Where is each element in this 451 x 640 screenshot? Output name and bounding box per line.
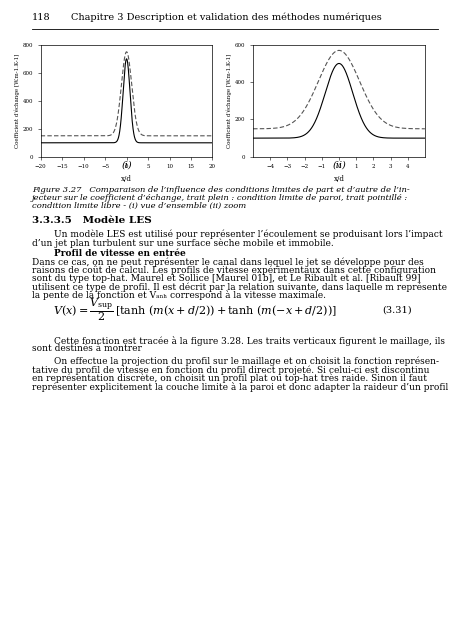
Text: d’un jet plan turbulent sur une surface sèche mobile et immobile.: d’un jet plan turbulent sur une surface … bbox=[32, 238, 333, 248]
Text: 3.3.3.5   Modèle LES: 3.3.3.5 Modèle LES bbox=[32, 216, 151, 225]
Text: Profil de vitesse en entrée: Profil de vitesse en entrée bbox=[54, 249, 185, 258]
Text: représenter explicitement la couche limite à la paroi et donc adapter la raideur: représenter explicitement la couche limi… bbox=[32, 382, 447, 392]
Y-axis label: Coefficient d'échange [W.m-1.K-1]: Coefficient d'échange [W.m-1.K-1] bbox=[226, 54, 232, 148]
Text: en représentation discrète, on choisit un profil plat ou top-hat très raide. Sin: en représentation discrète, on choisit u… bbox=[32, 374, 426, 383]
Text: condition limite libre - (i) vue d’ensemble (ii) zoom: condition limite libre - (i) vue d’ensem… bbox=[32, 202, 245, 210]
Text: (ii): (ii) bbox=[331, 161, 345, 170]
Text: (3.31): (3.31) bbox=[382, 305, 411, 315]
Text: 118: 118 bbox=[32, 13, 50, 22]
Y-axis label: Coefficient d'échange [W.m-1.K-1]: Coefficient d'échange [W.m-1.K-1] bbox=[14, 54, 20, 148]
Text: (i): (i) bbox=[121, 161, 132, 170]
Text: Dans ce cas, on ne peut représenter le canal dans lequel le jet se développe pou: Dans ce cas, on ne peut représenter le c… bbox=[32, 257, 423, 267]
X-axis label: x/d: x/d bbox=[333, 175, 344, 183]
Text: la pente de la fonction et Vₐₙₕ correspond à la vitesse maximale.: la pente de la fonction et Vₐₙₕ correspo… bbox=[32, 291, 325, 300]
Text: Un modèle LES est utilisé pour représenter l’écoulement se produisant lors l’imp: Un modèle LES est utilisé pour représent… bbox=[54, 230, 442, 239]
Text: Cette fonction est tracée à la figure 3.28. Les traits verticaux figurent le mai: Cette fonction est tracée à la figure 3.… bbox=[54, 336, 444, 346]
Text: raisons de coût de calcul. Les profils de vitesse expérimentaux dans cette confi: raisons de coût de calcul. Les profils d… bbox=[32, 266, 435, 275]
Text: utilisent ce type de profil. Il est décrit par la relation suivante, dans laquel: utilisent ce type de profil. Il est décr… bbox=[32, 282, 446, 292]
Text: $V(x) = \dfrac{V_{\mathrm{sup}}}{2}\,[\tanh\,(m(x+d/2)) + \tanh\,(m(-x+d/2))]$: $V(x) = \dfrac{V_{\mathrm{sup}}}{2}\,[\t… bbox=[53, 297, 336, 323]
X-axis label: x/d: x/d bbox=[121, 175, 132, 183]
Text: sont destinés à montrer: sont destinés à montrer bbox=[32, 344, 141, 353]
Text: tative du profil de vitesse en fonction du profil direct projeté. Si celui-ci es: tative du profil de vitesse en fonction … bbox=[32, 365, 428, 374]
Text: Chapitre 3 Description et validation des méthodes numériques: Chapitre 3 Description et validation des… bbox=[70, 13, 381, 22]
Text: jecteur sur le coefficient d’échange, trait plein : condition limite de paroi, t: jecteur sur le coefficient d’échange, tr… bbox=[32, 194, 407, 202]
Text: Figure 3.27   Comparaison de l’influence des conditions limites de part et d’aut: Figure 3.27 Comparaison de l’influence d… bbox=[32, 186, 409, 193]
Text: sont du type top-hat. Maurel et Sollice [Maurel 01b], et Le Ribault et al. [Riba: sont du type top-hat. Maurel et Sollice … bbox=[32, 274, 419, 283]
Text: On effectue la projection du profil sur le maillage et on choisit la fonction re: On effectue la projection du profil sur … bbox=[54, 357, 438, 366]
